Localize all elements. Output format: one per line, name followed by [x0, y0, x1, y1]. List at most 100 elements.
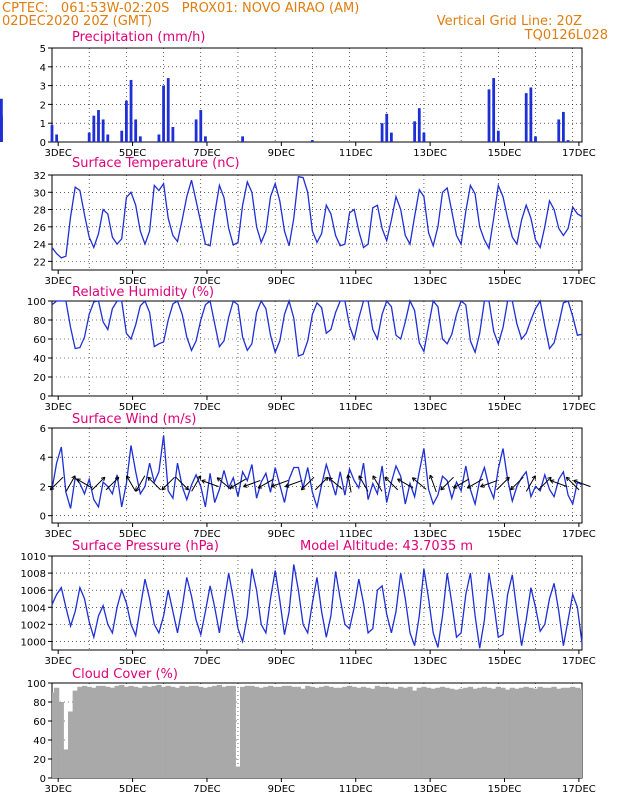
- x-tick-label: 17DEC: [562, 402, 596, 413]
- cloud-bar: [402, 687, 408, 778]
- wind-arrow-head: [358, 475, 363, 479]
- precip-bar: [87, 132, 91, 142]
- wind-arrow-head: [243, 486, 248, 488]
- x-tick-label: 9DEC: [268, 148, 295, 159]
- wind-arrow-head: [429, 474, 434, 479]
- cloud-bar: [114, 685, 120, 778]
- wind-arrow-head: [147, 477, 150, 482]
- cloud-bar: [439, 686, 446, 778]
- cloud-bar: [160, 686, 167, 778]
- cloud-bar: [453, 689, 460, 778]
- y-tick-label: 5: [40, 44, 46, 55]
- y-tick-label: 2: [40, 100, 46, 111]
- wind-arrow: [216, 477, 232, 490]
- cloud-bar: [207, 686, 213, 778]
- cloud-bar: [319, 686, 325, 778]
- x-tick-label: 11DEC: [339, 276, 373, 287]
- wind-arrow-shaft: [175, 476, 189, 491]
- precip-bar: [492, 78, 496, 142]
- panel-title: Precipitation (mm/h): [72, 30, 205, 45]
- x-tick-label: 7DEC: [193, 529, 220, 540]
- wind-arrow-head: [573, 479, 578, 481]
- cloud-bar: [309, 686, 315, 778]
- wind-arrow-shaft: [135, 475, 146, 492]
- cloud-bar: [407, 686, 413, 778]
- precip-bar: [129, 79, 133, 142]
- cloud-bar: [430, 688, 436, 778]
- wind-arrow-head: [326, 477, 329, 482]
- wind-arrow-head: [126, 475, 131, 479]
- wind-arrow: [429, 474, 437, 493]
- wind-arrow-shaft: [525, 475, 536, 492]
- wind-arrow-shaft: [467, 478, 484, 489]
- x-tick-label: 11DEC: [339, 148, 373, 159]
- x-tick-label: 11DEC: [339, 402, 373, 413]
- precip-bar: [157, 134, 161, 142]
- cloud-bar: [444, 687, 450, 778]
- x-tick-label: 15DEC: [488, 529, 522, 540]
- cloud-bar: [504, 689, 511, 778]
- x-tick-label: 9DEC: [268, 784, 295, 795]
- cloud-bar: [151, 685, 157, 778]
- cloud-bar: [374, 685, 381, 778]
- cloud-bar: [216, 684, 222, 778]
- y-tick-label: 100: [27, 679, 46, 690]
- y-tick-label: 1: [40, 119, 46, 130]
- precip-bar: [529, 87, 533, 142]
- wind-arrow-head: [271, 486, 276, 488]
- y-tick-label: 20: [33, 755, 46, 766]
- header-line-2: 02DEC2020 20Z (GMT): [2, 14, 153, 29]
- cloud-bar: [477, 687, 483, 778]
- cloud-bar: [560, 687, 567, 778]
- cloud-bar: [291, 686, 297, 778]
- wind-arrow-shaft: [480, 479, 498, 488]
- cloud-bar: [109, 687, 116, 778]
- wind-arrow: [565, 476, 580, 491]
- cloud-bar: [565, 687, 571, 778]
- precip-bar: [166, 78, 170, 142]
- x-tick-label: 7DEC: [193, 784, 220, 795]
- series-line: [51, 435, 583, 510]
- cloud-bar: [305, 685, 311, 778]
- y-tick-label: 6: [40, 424, 46, 435]
- wind-arrow-shaft: [147, 476, 161, 491]
- wind-arrow-shaft: [412, 477, 427, 490]
- wind-arrow-shaft: [243, 479, 261, 488]
- cloud-bar: [467, 686, 474, 778]
- wind-arrow: [346, 474, 352, 493]
- y-tick-label: 80: [33, 698, 46, 709]
- cloud-bar: [281, 685, 288, 778]
- precip-bar: [524, 93, 528, 142]
- x-tick-label: 15DEC: [488, 148, 522, 159]
- cloud-bar: [486, 687, 492, 778]
- wind-arrow-shaft: [453, 478, 470, 489]
- wind-arrow-shaft: [191, 475, 202, 492]
- y-tick-label: 40: [33, 354, 46, 365]
- wind-arrow-shaft: [126, 475, 136, 492]
- y-tick-label: 1008: [21, 569, 46, 580]
- run-id: TQ0126L028: [524, 28, 608, 43]
- y-tick-label: 0: [40, 512, 46, 523]
- y-tick-label: 3: [40, 82, 46, 93]
- wind-arrow: [243, 479, 261, 488]
- precip-bar: [389, 132, 393, 142]
- cloud-bar: [449, 688, 455, 778]
- precip-bar: [310, 140, 314, 142]
- x-tick-label: 13DEC: [413, 276, 447, 287]
- cloud-bar: [570, 686, 576, 778]
- precip-bar: [138, 136, 142, 142]
- cloud-bar: [165, 685, 171, 778]
- cloud-bar: [253, 686, 260, 778]
- x-tick-label: 9DEC: [268, 402, 295, 413]
- wind-arrow: [328, 477, 343, 490]
- wind-arrow-shaft: [216, 477, 232, 490]
- wind-arrow-head: [114, 476, 119, 479]
- cloud-bar: [58, 702, 64, 778]
- cloud-bar: [174, 687, 181, 778]
- cloud-bar: [300, 688, 306, 778]
- x-tick-label: 3DEC: [45, 402, 72, 413]
- precip-bar: [557, 119, 561, 142]
- cloud-bar: [123, 686, 130, 778]
- cloud-bar: [119, 684, 125, 778]
- panel-title: Surface Temperature (nC): [72, 156, 240, 171]
